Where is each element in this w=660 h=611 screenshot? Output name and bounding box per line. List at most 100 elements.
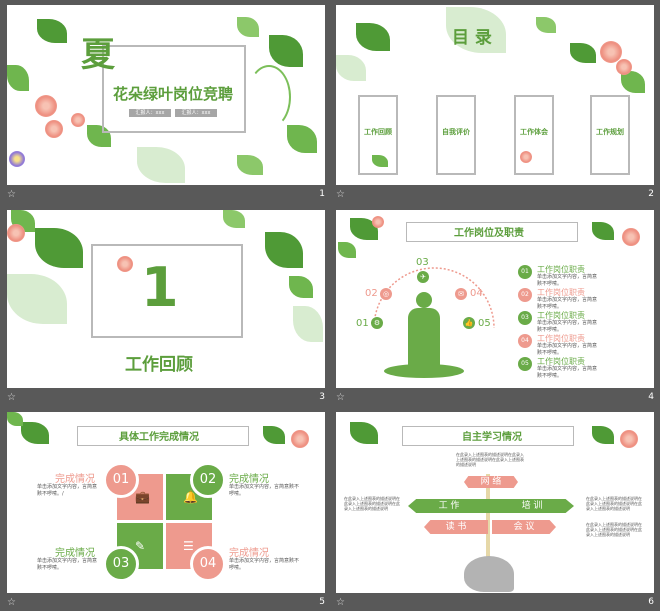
flower-decoration [622,228,640,246]
list-heading: 工作岗位职责 [537,311,585,320]
list-number: 02 [518,288,532,302]
leaf-decoration [35,228,83,268]
node-icon: ◎ [380,288,392,300]
leaf-decoration [7,65,29,91]
slide-thumbnail-1[interactable]: 夏 花朵绿叶岗位竞聘 汇报人：xxx 汇报人：xxx [7,5,325,185]
leaf-decoration [265,232,303,268]
leaf-decoration [289,276,313,298]
toc-card [590,95,630,175]
leaf-decoration [263,426,285,444]
node-icon: ✉ [455,288,467,300]
description-text: 在此录入上述图表的描述说明在此录入上述图表的描述说明在此录入上述图表的描述说明 [586,496,642,511]
list-number: 05 [518,357,532,371]
flower-decoration [7,224,25,242]
presenter-tag: 汇报人：xxx [175,109,217,117]
slide-transition-icon[interactable]: ☆ [7,597,16,608]
node-icon: 👍 [463,317,475,329]
briefcase-icon: 💼 [135,490,150,504]
slide-meta-2: ☆ 2 [336,189,654,203]
section-frame [91,244,243,338]
leaf-decoration [223,210,245,228]
title-frame [77,426,249,446]
quad-body: 单击添加文字内容，言简意赅不啰嗦。 [229,484,300,497]
list-body: 单击添加文字内容，言简意赅不啰嗦。 [537,297,598,310]
slide-title: 花朵绿叶岗位竞聘 [113,85,234,103]
slide-thumbnail-5[interactable]: 具体工作完成情况 💼 🔔 ✎ ☰ 01 02 03 04 完成情况 单击添加文字… [7,412,325,593]
signpost-pole [486,474,490,570]
slide-number: 5 [319,597,325,607]
leaf-decoration [356,23,390,51]
slide-number: 3 [319,392,325,402]
slide-transition-icon[interactable]: ☆ [7,189,16,200]
flower-decoration [616,59,632,75]
description-text: 在此录入上述图表的描述说明在此录入上述图表的描述说明在此录入上述图表的描述说明 [456,452,524,467]
title-frame [402,426,574,446]
sign-board: 网 络 [464,476,518,488]
sign-board: 工 作 [408,499,490,513]
list-number: 04 [518,334,532,348]
slide-transition-icon[interactable]: ☆ [336,189,345,200]
title-frame [406,222,578,242]
slide-meta-5: ☆ 5 [7,597,325,611]
node-label: 04 [470,288,483,299]
slide-number: 2 [648,189,654,199]
node-label: 05 [478,318,491,329]
leaf-decoration [237,17,259,37]
quad-heading: 完成情况 [55,474,95,485]
node-label: 03 [416,257,429,268]
list-icon: ☰ [183,539,194,553]
node-label: 02 [365,288,378,299]
slide-thumbnail-3[interactable]: 1 工作回顾 [7,210,325,388]
toc-item: 工作体会 [520,128,548,136]
node-icon: ✈ [417,271,429,283]
list-body: 单击添加文字内容，言简意赅不啰嗦。 [537,274,598,287]
leaf-decoration [21,422,49,444]
leaf-decoration [350,422,378,444]
flower-decoration [117,256,133,272]
leaf-decoration [87,125,111,147]
title-big-character: 夏 [81,35,115,75]
toc-card [358,95,398,175]
flower-decoration [372,216,384,228]
magic-wand-icon: ✎ [135,539,146,553]
list-body: 单击添加文字内容，言简意赅不啰嗦。 [537,366,598,379]
list-number: 01 [518,265,532,279]
quad-number: 03 [103,546,139,582]
slide-number: 4 [648,392,654,402]
list-number: 03 [518,311,532,325]
slide-thumbnail-2[interactable]: 目 录 工作回顾 自我评价 工作体会 工作规划 [336,5,654,185]
slide-meta-6: ☆ 6 [336,597,654,611]
slide-title: 工作岗位及职责 [454,228,524,239]
quad-number: 01 [103,462,139,498]
quad-body: 单击添加文字内容，言简意赅不啰嗦。/ [37,484,98,497]
title-frame [102,45,246,133]
leaf-decoration [536,17,556,33]
head-silhouette [464,556,514,592]
leaf-decoration [621,71,645,93]
slide-title: 具体工作完成情况 [119,432,199,443]
leaf-decoration [237,155,263,175]
flower-decoration [71,113,85,127]
slide-transition-icon[interactable]: ☆ [7,392,16,403]
quad-body: 单击添加文字内容，言简意赅不啰嗦。 [229,558,300,571]
leaf-decoration [336,55,366,81]
toc-card [436,95,476,175]
flower-decoration [520,151,532,163]
slide-thumbnail-4[interactable]: 工作岗位及职责 ⚙ ◎ ✈ ✉ 👍 01 02 03 04 05 01 工作岗位… [336,210,654,388]
slide-transition-icon[interactable]: ☆ [336,597,345,608]
flower-decoration [9,151,25,167]
slide-title: 自主学习情况 [462,432,522,443]
slide-transition-icon[interactable]: ☆ [336,392,345,403]
slide-thumbnail-6[interactable]: 自主学习情况 网 络 工 作 培 训 读 书 会 议 在此录入上述图表的描述说明… [336,412,654,593]
toc-item: 自我评价 [442,128,470,136]
bell-icon: 🔔 [183,490,198,504]
slide-meta-1: ☆ 1 [7,189,325,203]
list-body: 单击添加文字内容，言简意赅不啰嗦。 [537,320,598,333]
presenter-tag: 汇报人：xxx [129,109,171,117]
flower-decoration [620,430,638,448]
quad-body: 单击添加文字内容，言简意赅不啰嗦。 [37,558,98,571]
leaf-decoration [137,147,185,183]
leaf-decoration [570,43,596,63]
person-silhouette-head [416,292,432,308]
list-body: 单击添加文字内容，言简意赅不啰嗦。 [537,343,598,356]
